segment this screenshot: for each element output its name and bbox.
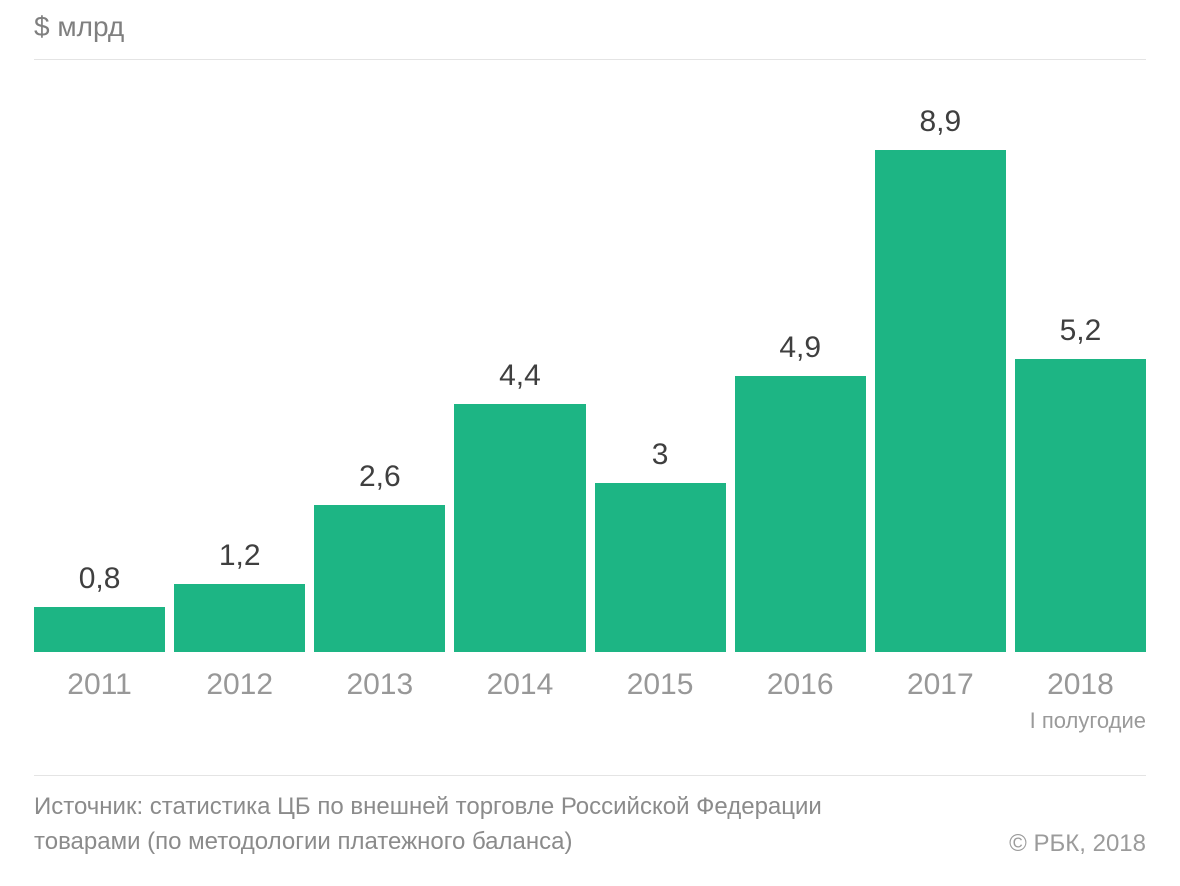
x-axis-label: 2012 (206, 667, 274, 701)
bar-column: 1,2 (174, 538, 306, 652)
bar (454, 403, 586, 652)
unit-label: $ млрд (34, 11, 125, 42)
half-year-note: I полугодие (1029, 707, 1146, 733)
bar (314, 504, 446, 652)
bar (34, 606, 166, 652)
x-axis-label: 2018 (1047, 667, 1114, 701)
bar-value-label: 4,9 (779, 330, 822, 364)
bar-column: 3 (594, 437, 726, 652)
bar-column: 5,2 (1014, 313, 1146, 652)
bar-value-label: 8,9 (919, 104, 962, 138)
bar-chart: 0,8 1,2 2,6 4,4 3 4,9 8,9 5,2 (34, 60, 1146, 652)
bar-value-label: 3 (651, 437, 669, 471)
bar (874, 149, 1006, 652)
bar-value-label: 2,6 (358, 459, 401, 493)
x-axis: 2011 2012 2013 2014 2015 2016 2017 2018 (34, 668, 1146, 701)
x-axis-label: 2011 (67, 667, 132, 701)
bar (1014, 358, 1146, 652)
bar-value-label: 4,4 (499, 358, 541, 392)
x-axis-label: 2015 (626, 667, 694, 701)
footer: Источник: статистика ЦБ по внешней торго… (34, 790, 1146, 860)
bar-column: 2,6 (314, 459, 446, 652)
copyright-text: © РБК, 2018 (1009, 829, 1146, 857)
footer-divider (34, 774, 1146, 776)
bar-column: 4,4 (454, 358, 586, 652)
bar-column: 0,8 (34, 561, 166, 652)
bar-column: 4,9 (734, 330, 866, 652)
bar (734, 375, 866, 652)
bar-value-label: 0,8 (78, 561, 121, 595)
x-axis-label: 2017 (906, 667, 974, 701)
bar-value-label: 5,2 (1059, 313, 1102, 347)
bar-value-label: 1,2 (218, 538, 261, 572)
x-axis-label: 2016 (766, 667, 834, 701)
bar (174, 583, 306, 652)
bar (594, 482, 726, 652)
x-axis-label: 2014 (486, 667, 554, 701)
bar-column: 8,9 (874, 104, 1006, 652)
source-text: Источник: статистика ЦБ по внешней торго… (34, 792, 822, 855)
top-divider (34, 58, 1146, 60)
x-axis-label: 2013 (346, 667, 414, 701)
